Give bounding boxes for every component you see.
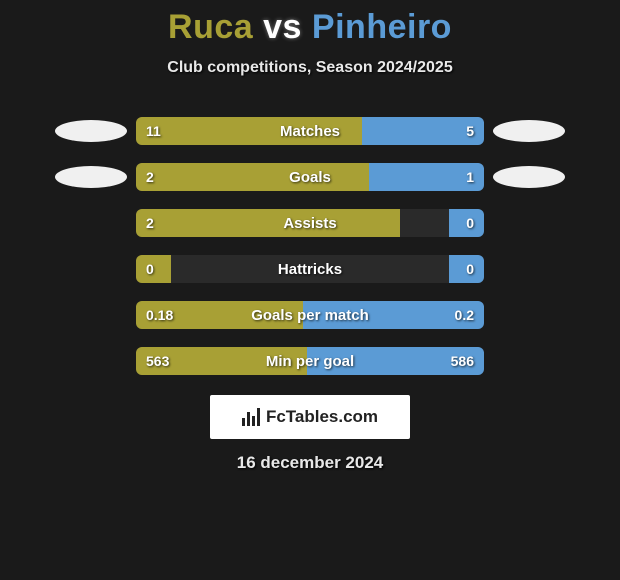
team-badge-right [493, 120, 565, 142]
stat-label: Hattricks [136, 255, 484, 283]
stat-value-left: 11 [146, 117, 161, 145]
vs-text: vs [263, 8, 302, 46]
bar-left-fill [136, 209, 400, 237]
subtitle: Club competitions, Season 2024/2025 [0, 59, 620, 77]
stat-value-right: 1 [466, 163, 474, 191]
team-badge-left [55, 120, 127, 142]
stat-bar: 563586Min per goal [136, 347, 484, 375]
page-title: Ruca vs Pinheiro [0, 8, 620, 47]
stat-value-left: 0 [146, 255, 154, 283]
stat-value-right: 5 [466, 117, 474, 145]
player1-name: Ruca [168, 8, 253, 46]
bar-left-fill [136, 163, 369, 191]
chart-icon [242, 408, 260, 426]
stat-value-left: 2 [146, 209, 154, 237]
comparison-infographic: Ruca vs Pinheiro Club competitions, Seas… [0, 0, 620, 473]
stat-bar: 21Goals [136, 163, 484, 191]
stat-row: 563586Min per goal [0, 347, 620, 375]
right-badge-slot [484, 120, 574, 142]
stat-row: 0 0Hattricks [0, 255, 620, 283]
team-badge-left [55, 166, 127, 188]
stat-row: 115Matches [0, 117, 620, 145]
brand-text: FcTables.com [266, 407, 378, 427]
stat-row: 0.180.2Goals per match [0, 301, 620, 329]
right-badge-slot [484, 166, 574, 188]
stat-bar: 115Matches [136, 117, 484, 145]
stat-value-right: 586 [451, 347, 474, 375]
stat-bar: 0 0Hattricks [136, 255, 484, 283]
team-badge-right [493, 166, 565, 188]
brand-badge: FcTables.com [210, 395, 410, 439]
stat-value-left: 563 [146, 347, 169, 375]
left-badge-slot [46, 166, 136, 188]
stat-value-right: 0 [466, 209, 474, 237]
stat-bar: 0.180.2Goals per match [136, 301, 484, 329]
stat-bar: 20Assists [136, 209, 484, 237]
stat-value-left: 2 [146, 163, 154, 191]
stat-row: 21Goals [0, 163, 620, 191]
stat-row: 20Assists [0, 209, 620, 237]
date-text: 16 december 2024 [0, 453, 620, 473]
bar-left-fill [136, 117, 362, 145]
stat-value-right: 0.2 [455, 301, 474, 329]
stat-value-left: 0.18 [146, 301, 173, 329]
left-badge-slot [46, 120, 136, 142]
player2-name: Pinheiro [312, 8, 452, 46]
stat-value-right: 0 [466, 255, 474, 283]
stats-area: 115Matches21Goals20Assists00Hattricks0.1… [0, 117, 620, 375]
